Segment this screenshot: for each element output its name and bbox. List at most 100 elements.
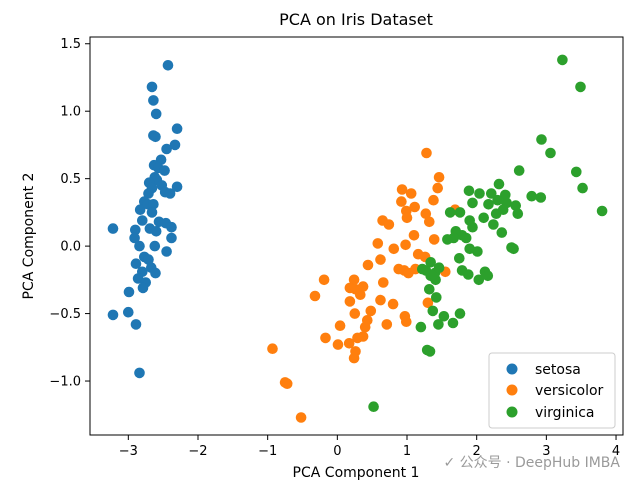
point-virginica (415, 321, 427, 333)
point-virginica (463, 185, 475, 197)
point-versicolor (381, 319, 393, 330)
point-virginica (424, 346, 436, 357)
x-tick-label: 3 (542, 444, 550, 459)
x-tick-label: 0 (333, 444, 341, 459)
watermark-text: ✓ 公众号 · DeepHub IMBA (443, 455, 620, 471)
point-virginica (472, 246, 483, 257)
legend-label-setosa: setosa (535, 362, 581, 378)
x-axis-label: PCA Component 1 (293, 465, 420, 481)
point-virginica (510, 200, 521, 211)
point-virginica (438, 311, 450, 322)
point-virginica (500, 189, 511, 201)
point-setosa (171, 123, 183, 134)
point-virginica (512, 208, 524, 219)
point-versicolor (393, 263, 405, 275)
point-versicolor (267, 343, 278, 355)
y-tick-label: −1.0 (49, 375, 81, 390)
point-virginica (467, 197, 478, 209)
point-setosa (162, 60, 174, 71)
point-virginica (433, 319, 444, 330)
point-virginica (473, 274, 485, 286)
point-versicolor (403, 267, 414, 279)
legend-label-versicolor: versicolor (535, 383, 604, 399)
point-versicolor (318, 274, 330, 286)
y-axis-ticks: −1.0 −0.5 0.0 0.5 1.0 1.5 (49, 37, 90, 390)
legend-label-virginica: virginica (535, 405, 595, 421)
point-setosa (164, 188, 176, 199)
point-virginica (444, 207, 456, 218)
legend-marker-virginica (506, 406, 518, 418)
point-virginica (557, 54, 568, 66)
point-versicolor (420, 208, 432, 219)
point-setosa (137, 215, 148, 226)
point-setosa (166, 232, 177, 244)
point-versicolor (375, 294, 386, 306)
point-setosa (148, 95, 159, 106)
point-virginica (425, 257, 437, 268)
point-setosa (169, 139, 181, 151)
point-setosa (134, 367, 145, 379)
point-versicolor (359, 321, 371, 333)
point-versicolor (348, 274, 360, 286)
point-versicolor (401, 316, 412, 328)
point-versicolor (349, 308, 361, 319)
point-setosa (150, 267, 161, 279)
point-virginica (467, 221, 478, 233)
x-axis-ticks: −3 −2 −1 0 1 2 3 4 (119, 435, 620, 459)
point-setosa (150, 226, 162, 237)
y-tick-label: 1.0 (60, 105, 81, 120)
x-tick-label: 2 (473, 444, 481, 459)
point-virginica (526, 190, 537, 202)
legend-marker-versicolor (506, 384, 518, 396)
x-tick-label: 1 (403, 444, 411, 459)
point-virginica (486, 188, 497, 199)
point-versicolor (281, 378, 293, 390)
point-virginica (456, 265, 468, 276)
point-versicolor (362, 259, 374, 271)
point-virginica (575, 81, 586, 93)
point-setosa (107, 309, 119, 321)
point-virginica (535, 192, 547, 203)
point-versicolor (309, 290, 321, 302)
point-virginica (496, 227, 508, 238)
point-setosa (146, 81, 158, 93)
point-versicolor (409, 201, 421, 213)
point-virginica (513, 165, 525, 176)
point-versicolor (383, 219, 395, 230)
point-versicolor (365, 305, 377, 317)
point-versicolor (408, 230, 420, 241)
point-virginica (483, 199, 494, 210)
point-versicolor (388, 243, 400, 255)
point-setosa (134, 240, 145, 252)
plot-area-frame (89, 36, 624, 436)
point-versicolor (334, 320, 346, 332)
point-versicolor (422, 297, 434, 309)
point-virginica (482, 270, 494, 282)
y-tick-label: −0.5 (49, 307, 81, 322)
point-versicolor (424, 216, 435, 228)
point-versicolor (387, 298, 399, 310)
point-versicolor (421, 147, 432, 159)
point-versicolor (332, 339, 344, 350)
point-setosa (146, 207, 158, 218)
point-setosa (130, 224, 141, 236)
point-virginica (497, 204, 509, 215)
point-setosa (130, 258, 142, 270)
point-versicolor (344, 296, 356, 307)
legend-box (488, 352, 616, 429)
point-setosa (143, 188, 154, 199)
point-virginica (488, 219, 499, 230)
point-virginica (447, 317, 459, 329)
point-setosa (161, 246, 172, 257)
x-tick-label: 4 (612, 444, 620, 459)
point-virginica (508, 243, 519, 255)
data-points (107, 54, 608, 423)
y-tick-label: 0.5 (60, 172, 81, 187)
y-axis-label: PCA Component 2 (21, 173, 37, 300)
point-virginica (536, 134, 547, 145)
y-tick-label: 0.0 (60, 240, 81, 255)
point-versicolor (355, 289, 366, 301)
point-setosa (148, 199, 159, 210)
point-setosa (129, 232, 140, 244)
chart-title: PCA on Iris Dataset (279, 10, 433, 29)
